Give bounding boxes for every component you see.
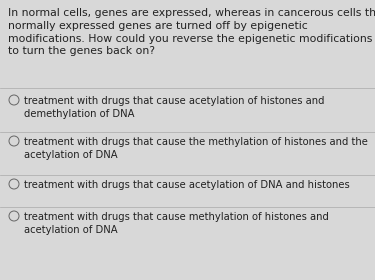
Text: treatment with drugs that cause acetylation of histones and
demethylation of DNA: treatment with drugs that cause acetylat… xyxy=(24,96,324,119)
Text: In normal cells, genes are expressed, whereas in cancerous cells the
normally ex: In normal cells, genes are expressed, wh… xyxy=(8,8,375,56)
Text: treatment with drugs that cause methylation of histones and
acetylation of DNA: treatment with drugs that cause methylat… xyxy=(24,212,329,235)
Text: treatment with drugs that cause the methylation of histones and the
acetylation : treatment with drugs that cause the meth… xyxy=(24,137,368,160)
Text: treatment with drugs that cause acetylation of DNA and histones: treatment with drugs that cause acetylat… xyxy=(24,180,350,190)
